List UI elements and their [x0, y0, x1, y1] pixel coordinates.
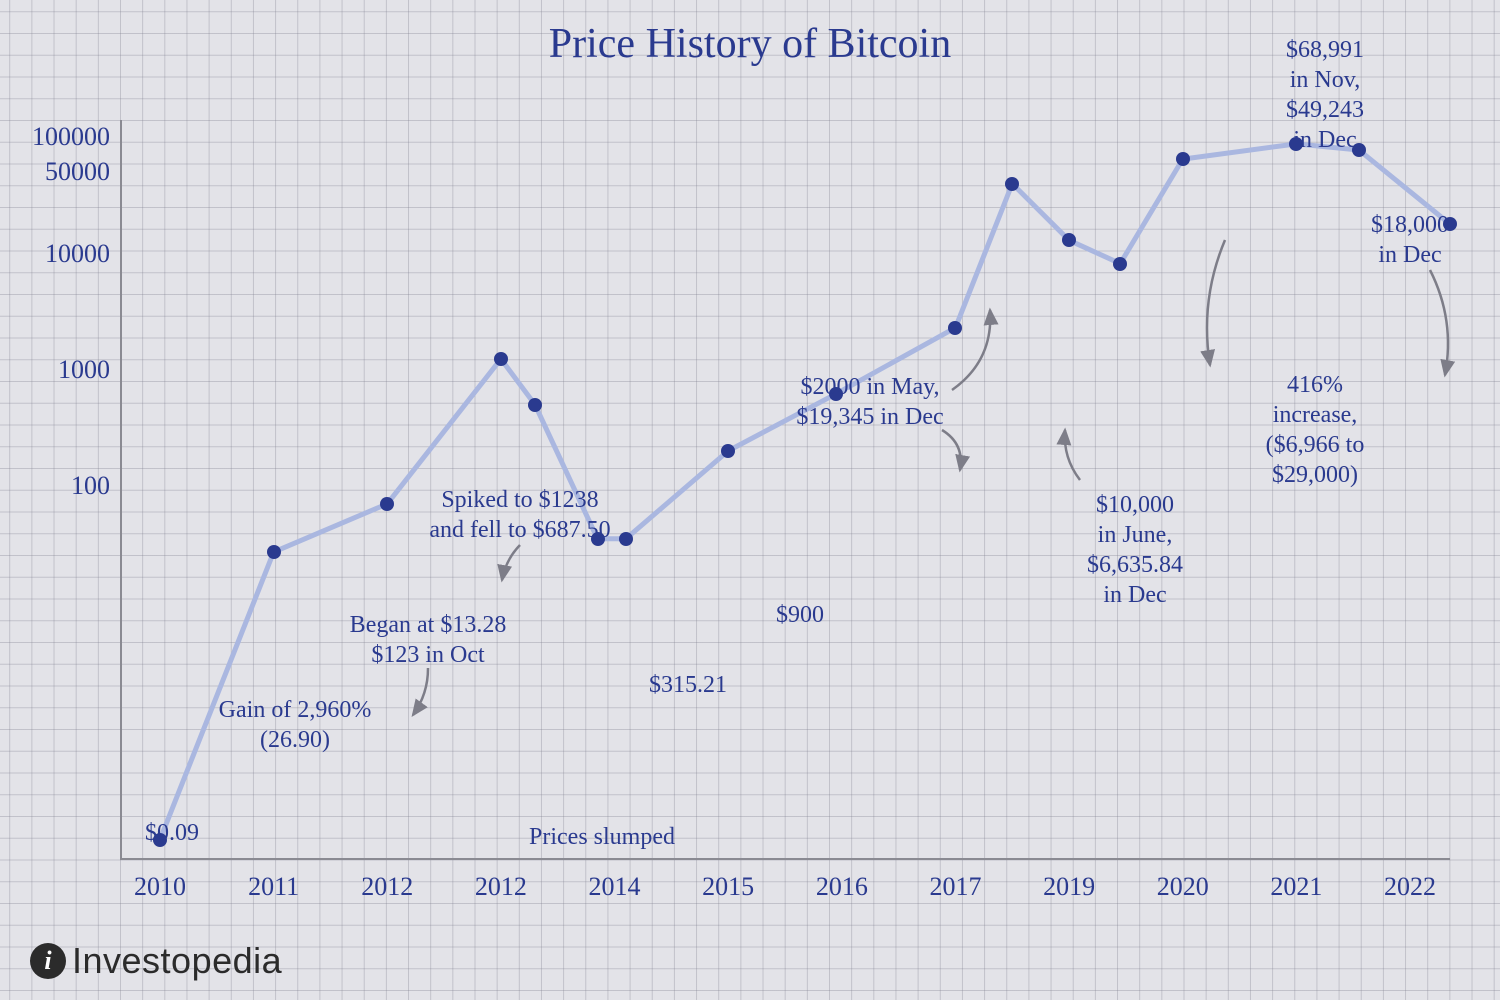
annotation: $315.21 [649, 670, 727, 700]
x-tick-label: 2016 [816, 872, 868, 902]
data-point [528, 398, 542, 412]
annotation-line: $29,000) [1266, 460, 1365, 490]
annotation-line: 416% [1266, 370, 1365, 400]
data-point [494, 352, 508, 366]
data-point [1005, 177, 1019, 191]
annotation-line: $19,345 in Dec [796, 402, 943, 432]
y-tick-label: 50000 [45, 157, 110, 187]
x-tick-label: 2017 [929, 872, 981, 902]
brand-footer: i Investopedia [30, 940, 282, 982]
annotation-line: in Dec [1286, 125, 1364, 155]
data-point [721, 444, 735, 458]
annotation: Gain of 2,960%(26.90) [219, 695, 372, 755]
annotation-line: increase, [1266, 400, 1365, 430]
annotation: Spiked to $1238and fell to $687.50 [429, 485, 610, 545]
data-point [948, 321, 962, 335]
x-tick-label: 2012 [361, 872, 413, 902]
annotation: $0.09 [145, 818, 199, 848]
data-point [1176, 152, 1190, 166]
annotation-line: $315.21 [649, 670, 727, 700]
annotation-line: Prices slumped [529, 822, 675, 852]
annotation-line: in Dec [1371, 240, 1449, 270]
annotation-line: Spiked to $1238 [429, 485, 610, 515]
annotation-line: in Dec [1087, 580, 1183, 610]
annotation-line: $49,243 [1286, 95, 1364, 125]
data-point [1062, 233, 1076, 247]
annotation: $2000 in May,$19,345 in Dec [796, 372, 943, 432]
x-tick-label: 2020 [1157, 872, 1209, 902]
data-point [619, 532, 633, 546]
y-tick-label: 10000 [45, 239, 110, 269]
x-tick-label: 2015 [702, 872, 754, 902]
chart-container: Price History of Bitcoin 100100010000500… [0, 0, 1500, 1000]
annotation-line: $0.09 [145, 818, 199, 848]
x-tick-label: 2010 [134, 872, 186, 902]
brand-logo-icon: i [30, 943, 66, 979]
annotation-line: in June, [1087, 520, 1183, 550]
annotation: Prices slumped [529, 822, 675, 852]
x-tick-label: 2022 [1384, 872, 1436, 902]
annotation-line: $6,635.84 [1087, 550, 1183, 580]
y-tick-label: 100000 [32, 122, 110, 152]
annotation-line: $2000 in May, [796, 372, 943, 402]
x-tick-label: 2012 [475, 872, 527, 902]
annotation: Began at $13.28$123 in Oct [350, 610, 507, 670]
x-tick-label: 2014 [589, 872, 641, 902]
annotation-line: and fell to $687.50 [429, 515, 610, 545]
x-axis [120, 858, 1450, 860]
annotation-line: (26.90) [219, 725, 372, 755]
y-tick-label: 100 [71, 471, 110, 501]
annotation-line: Began at $13.28 [350, 610, 507, 640]
x-tick-label: 2011 [248, 872, 299, 902]
annotation-line: $10,000 [1087, 490, 1183, 520]
data-point [380, 497, 394, 511]
y-axis [120, 120, 122, 860]
brand-name: Investopedia [72, 940, 282, 982]
annotation-line: $18,000 [1371, 210, 1449, 240]
annotation: $10,000in June,$6,635.84in Dec [1087, 490, 1183, 610]
annotation-line: in Nov, [1286, 65, 1364, 95]
plot-area: 1001000100005000010000020102011201220122… [120, 120, 1450, 860]
annotation-line: Gain of 2,960% [219, 695, 372, 725]
data-point [267, 545, 281, 559]
brand-logo-letter: i [44, 946, 51, 976]
annotation-line: ($6,966 to [1266, 430, 1365, 460]
annotation-line: $900 [776, 600, 824, 630]
annotation: $900 [776, 600, 824, 630]
annotation: $68,991in Nov,$49,243in Dec [1286, 35, 1364, 155]
y-tick-label: 1000 [58, 355, 110, 385]
x-tick-label: 2021 [1270, 872, 1322, 902]
x-tick-label: 2019 [1043, 872, 1095, 902]
annotation-line: $123 in Oct [350, 640, 507, 670]
chart-title: Price History of Bitcoin [549, 20, 951, 68]
data-point [1113, 257, 1127, 271]
annotation: 416%increase,($6,966 to$29,000) [1266, 370, 1365, 490]
annotation: $18,000in Dec [1371, 210, 1449, 270]
annotation-line: $68,991 [1286, 35, 1364, 65]
